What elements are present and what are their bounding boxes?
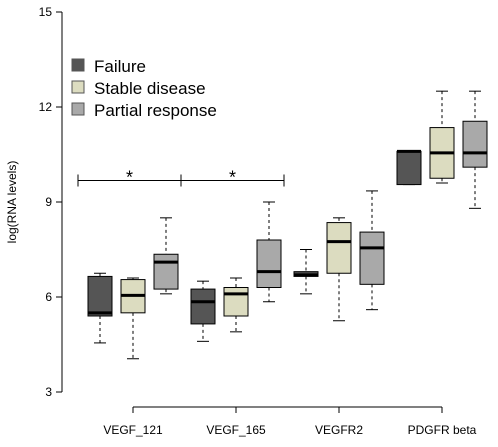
box-iqr — [359, 231, 385, 285]
box-iqr — [190, 288, 216, 325]
legend-label: Stable disease — [94, 79, 206, 98]
box-iqr — [326, 222, 352, 274]
box-iqr — [396, 150, 422, 186]
box-iqr — [462, 120, 488, 168]
axes: 3 6 9 12 15 VEGF_121 VEGF_165 VEGFR2 PDGFR beta — [39, 5, 477, 437]
box-plot — [87, 272, 113, 344]
y-tick-label: 15 — [39, 5, 53, 19]
y-tick-label: 9 — [45, 195, 52, 209]
box-iqr — [256, 239, 282, 288]
significance-bracket: * — [180, 168, 285, 188]
y-tick-label: 12 — [39, 100, 53, 114]
legend-swatch — [71, 102, 85, 116]
legend-entry: Partial response — [71, 101, 217, 120]
y-tick-label: 6 — [45, 290, 52, 304]
legend-label: Partial response — [94, 101, 217, 120]
legend-label: Failure — [94, 57, 146, 76]
significance-annotations: * * — [77, 168, 285, 188]
x-tick-label: VEGF_165 — [206, 423, 266, 437]
significance-star: * — [229, 168, 236, 188]
box-plot — [120, 277, 146, 360]
x-tick-label: PDGFR beta — [408, 423, 477, 437]
legend-entry: Failure — [71, 57, 146, 76]
box-plot — [293, 249, 319, 295]
box-plot — [256, 201, 282, 303]
box-iqr — [223, 287, 249, 317]
x-tick-label: VEGF_121 — [103, 423, 163, 437]
legend: Failure Stable disease Partial response — [71, 57, 217, 120]
box-plot — [190, 280, 216, 342]
box-iqr — [153, 253, 179, 290]
y-axis-title: log(RNA levels) — [5, 161, 19, 244]
significance-bracket: * — [77, 168, 182, 188]
box-plot — [429, 90, 455, 184]
box-plot — [326, 217, 352, 322]
box-iqr — [87, 275, 113, 317]
x-tick-label: VEGFR2 — [315, 423, 363, 437]
significance-star: * — [126, 168, 133, 188]
box-plot — [223, 277, 249, 333]
box-plots — [87, 90, 488, 360]
legend-entry: Stable disease — [71, 79, 206, 98]
box-plot — [153, 217, 179, 295]
box-plot — [396, 149, 422, 186]
y-tick-label: 3 — [45, 385, 52, 399]
legend-swatch — [71, 80, 85, 94]
legend-swatch — [71, 58, 85, 72]
box-plot — [359, 190, 385, 311]
box-plot — [462, 90, 488, 209]
